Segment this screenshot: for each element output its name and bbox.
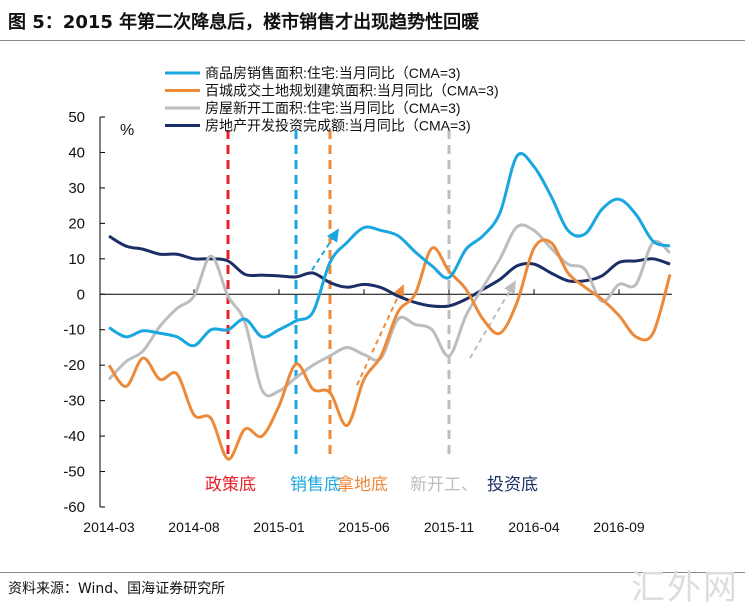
source-note: 资料来源：Wind、国海证券研究所 (8, 581, 226, 597)
series-line (108, 152, 671, 348)
arrow-head-icon (504, 280, 517, 295)
bottom-label: 销售底 (290, 475, 341, 494)
source-divider (0, 572, 745, 573)
y-tick-label: -60 (63, 499, 85, 516)
x-tick-label: 2015-01 (253, 519, 305, 535)
watermark: 汇外网 (631, 568, 739, 608)
x-tick-label: 2014-03 (83, 519, 135, 535)
bottom-label: 拿地底 (337, 474, 388, 494)
y-tick-label: 40 (68, 144, 85, 161)
y-tick-label: 20 (68, 215, 85, 232)
x-tick-label: 2016-09 (593, 519, 645, 535)
arrow-head-icon (392, 284, 404, 299)
x-tick-label: 2015-06 (338, 519, 390, 535)
trend-arrow (469, 281, 516, 359)
x-tick-label: 2016-04 (508, 519, 560, 535)
series-line (107, 238, 672, 461)
y-tick-label: -20 (63, 357, 85, 374)
series-line (107, 223, 671, 398)
legend-label: 房地产开发投资完成额:当月同比（CMA=3) (205, 118, 471, 134)
y-tick-label: 10 (68, 251, 85, 268)
y-tick-label: -10 (63, 322, 85, 339)
y-tick-label: -50 (63, 464, 85, 481)
y-tick-label: -30 (63, 393, 85, 410)
arrow-head-icon (326, 228, 340, 243)
y-tick-label: 0 (77, 286, 85, 303)
bottom-label: 政策底 (205, 475, 256, 494)
y-tick-label: 30 (68, 180, 85, 197)
x-tick-label: 2014-08 (168, 519, 220, 535)
bottom-label: 投资底 (487, 475, 538, 494)
y-tick-label: 50 (68, 109, 85, 126)
line-chart: 50 40 30 20 10 0 -10 -20 -30 -40 -50 -60 2014-03 2014… (63, 65, 672, 535)
y-tick-label: -40 (63, 428, 85, 445)
figure-title: 图 5：2015 年第二次降息后，楼市销售才出现趋势性回暖 (8, 12, 480, 33)
x-tick-label: 2015-11 (424, 519, 475, 535)
bottom-label: 新开工、 (410, 475, 478, 494)
trend-arrow (356, 285, 404, 386)
legend-label: 商品房销售面积:住宅:当月同比（CMA=3) (205, 65, 461, 81)
legend-label: 百城成交土地规划建筑面积:当月同比（CMA=3) (205, 83, 499, 99)
title-divider (0, 40, 745, 41)
y-axis-unit: % (120, 122, 134, 139)
legend-label: 房屋新开工面积:住宅:当月同比（CMA=3) (205, 100, 461, 116)
